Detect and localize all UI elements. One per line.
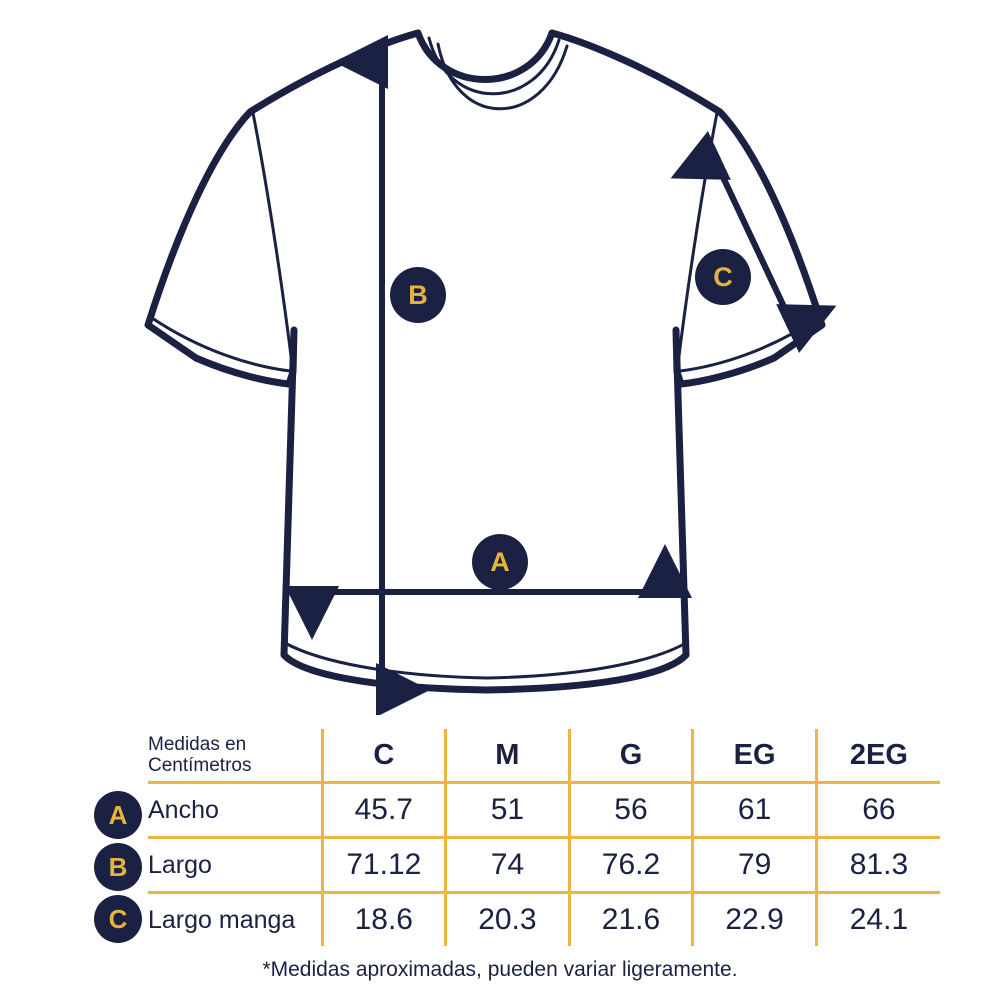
size-header-m: M	[444, 729, 570, 783]
cell-manga-c: 18.6	[320, 891, 446, 946]
cell-largo-2eg: 81.3	[814, 836, 940, 893]
t-shirt-svg	[144, 29, 837, 717]
measure-arrow-c-down	[711, 156, 837, 353]
cell-largo-c: 71.12	[320, 836, 446, 893]
table-row: Largo 71.12 74 76.2 79 81.3	[148, 836, 940, 893]
size-table-section: A B C Medidas en Centímetros C M G EG 2E…	[0, 715, 1000, 1000]
size-header-2eg: 2EG	[814, 729, 940, 783]
cell-largo-g: 76.2	[567, 836, 693, 893]
diagram-badge-c: C	[695, 249, 751, 305]
right-shoulder-seam	[675, 111, 719, 374]
t-shirt-diagram: B A C	[144, 29, 837, 717]
left-cuff-line	[150, 316, 292, 373]
cell-ancho-eg: 61	[691, 781, 817, 838]
cell-manga-eg: 22.9	[691, 891, 817, 946]
collar-rib-2	[436, 42, 569, 111]
cell-ancho-2eg: 66	[814, 781, 940, 838]
cell-largo-m: 74	[444, 836, 570, 893]
size-header-c: C	[320, 729, 446, 783]
collar-outer	[414, 29, 556, 83]
shoulder-seams	[251, 111, 719, 374]
row-label-largo: Largo	[148, 836, 322, 893]
cell-largo-eg: 79	[691, 836, 817, 893]
shirt-body-path	[144, 29, 826, 694]
corner-header-line1: Medidas en	[148, 733, 247, 755]
size-table: Medidas en Centímetros C M G EG 2EG Anch…	[148, 729, 940, 946]
row-badge-a: A	[94, 791, 142, 839]
left-shoulder-seam	[251, 111, 295, 374]
corner-header-line2: Centímetros	[148, 755, 252, 776]
footnote-text: *Medidas aproximadas, pueden variar lige…	[262, 958, 738, 981]
cell-manga-2eg: 24.1	[814, 891, 940, 946]
cell-manga-m: 20.3	[444, 891, 570, 946]
diagram-badge-a: A	[472, 534, 528, 590]
table-header-row: Medidas en Centímetros C M G EG 2EG	[148, 729, 940, 783]
collar-ribs	[427, 36, 569, 111]
table-row: Largo manga 18.6 20.3 21.6 22.9 24.1	[148, 891, 940, 946]
bottom-hem-line	[283, 641, 688, 680]
collar-rib-1	[427, 36, 561, 96]
size-header-eg: EG	[691, 729, 817, 783]
sleeve-cuffs	[150, 316, 820, 373]
row-badge-c: C	[94, 895, 142, 943]
cell-ancho-g: 56	[567, 781, 693, 838]
diagram-badge-b: B	[390, 267, 446, 323]
cell-ancho-m: 51	[444, 781, 570, 838]
size-header-g: G	[567, 729, 693, 783]
shirt-outline	[144, 29, 826, 694]
row-badge-b: B	[94, 843, 142, 891]
cell-ancho-c: 45.7	[320, 781, 446, 838]
corner-header: Medidas en Centímetros	[148, 729, 322, 783]
cell-manga-g: 21.6	[567, 891, 693, 946]
row-label-largo-manga: Largo manga	[148, 891, 322, 946]
row-label-ancho: Ancho	[148, 781, 322, 838]
table-row: Ancho 45.7 51 56 61 66	[148, 781, 940, 838]
